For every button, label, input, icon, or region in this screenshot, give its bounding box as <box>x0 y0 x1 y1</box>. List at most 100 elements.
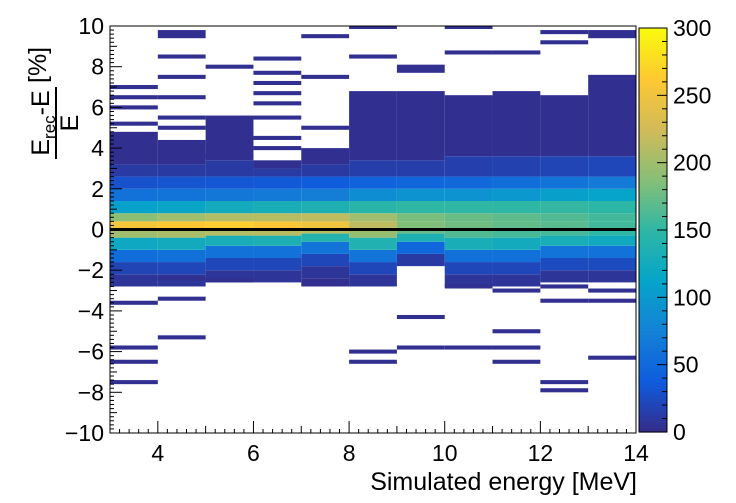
color-scale-segment <box>639 378 667 383</box>
color-scale-segment <box>639 384 667 389</box>
z-tick-label: 200 <box>673 150 711 176</box>
heatmap-cell <box>588 176 636 189</box>
heatmap-cell <box>540 201 589 214</box>
y-tick-label: 0 <box>91 217 104 243</box>
heatmap-cell <box>253 270 302 283</box>
color-scale-segment <box>639 408 667 413</box>
heatmap-cell-outlier <box>349 54 397 59</box>
heatmap-cell-outlier <box>157 115 206 120</box>
color-scale-segment <box>639 357 667 362</box>
color-scale-segment <box>639 307 667 312</box>
z-tick-label: 300 <box>673 15 711 41</box>
heatmap-cell <box>349 188 397 202</box>
color-scale-segment <box>639 374 667 379</box>
heatmap-cell-outlier <box>492 329 541 334</box>
heatmap-cell <box>396 176 445 189</box>
y-tick-label: −8 <box>78 379 104 405</box>
color-scale-segment <box>639 425 667 430</box>
color-scale-segment <box>639 334 667 339</box>
heatmap-cell <box>157 229 206 238</box>
x-tick-label: 8 <box>343 440 356 466</box>
heatmap-cell <box>588 235 636 246</box>
color-scale-segment <box>639 293 667 298</box>
heatmap-cell <box>444 188 493 202</box>
color-scale-segment <box>639 75 667 80</box>
heatmap-cell-outlier <box>301 74 350 79</box>
heatmap-cell <box>253 245 302 258</box>
heatmap-cell <box>540 188 589 202</box>
color-scale-segment <box>639 199 667 204</box>
heatmap-cell <box>349 221 397 230</box>
heatmap-cell <box>492 221 541 230</box>
color-scale-segment <box>639 38 667 43</box>
color-scale-segment <box>639 149 667 154</box>
heatmap-cell <box>444 156 493 177</box>
color-scale-segment <box>639 256 667 261</box>
heatmap-cell <box>588 213 636 222</box>
color-scale-segment <box>639 192 667 197</box>
heatmap-cell <box>110 221 158 230</box>
heatmap-cell <box>349 213 397 222</box>
heatmap-cell-outlier <box>396 314 445 320</box>
heatmap-cell-outlier <box>588 298 636 303</box>
heatmap-cell <box>540 221 589 230</box>
color-scale-segment <box>639 122 667 127</box>
color-scale-segment <box>639 320 667 325</box>
heatmap-cell-outlier <box>540 388 589 393</box>
color-scale-segment <box>639 159 667 164</box>
color-scale-segment <box>639 85 667 90</box>
heatmap-cell <box>588 221 636 230</box>
color-scale-segment <box>639 415 667 420</box>
heatmap-cell <box>349 160 397 177</box>
heatmap-cell <box>253 235 302 246</box>
color-scale-segment <box>639 394 667 399</box>
color-scale-segment <box>639 155 667 160</box>
heatmap-cell <box>444 249 493 263</box>
heatmap-cell <box>492 229 541 238</box>
color-scale-segment <box>639 327 667 332</box>
color-scale-segment <box>639 139 667 144</box>
color-scale-segment <box>639 260 667 265</box>
heatmap-cell-outlier <box>540 380 589 385</box>
y-tick-label: 4 <box>91 135 104 161</box>
y-tick-label: −10 <box>65 420 104 446</box>
color-scale-segment <box>639 347 667 352</box>
color-scale-segment <box>639 411 667 416</box>
color-scale-segment <box>639 280 667 285</box>
color-scale-bar <box>638 27 668 433</box>
heatmap-cell-outlier <box>157 95 206 100</box>
heatmap-cell <box>301 221 350 230</box>
heatmap-cell-outlier <box>588 355 636 360</box>
color-scale-segment <box>639 206 667 211</box>
heatmap-cell <box>253 229 302 236</box>
z-tick-label: 150 <box>673 217 711 243</box>
heatmap-cell-outlier <box>492 288 541 293</box>
heatmap-cell <box>301 241 350 254</box>
heatmap-cell <box>396 221 445 230</box>
heatmap-cell <box>110 262 158 275</box>
color-scale-segment <box>639 273 667 278</box>
z-tick-label: 250 <box>673 82 711 108</box>
heatmap-cell-outlier <box>157 125 206 130</box>
heatmap-cell <box>110 249 158 263</box>
heatmap-cell <box>205 213 254 222</box>
color-scale-segment <box>639 341 667 346</box>
heatmap-cell <box>540 257 589 271</box>
color-scale-segment <box>639 297 667 302</box>
heatmap-cell <box>349 237 397 250</box>
heatmap-cell <box>444 176 493 189</box>
heatmap-cell <box>205 257 254 271</box>
color-scale-segment <box>639 344 667 349</box>
heatmap-cell <box>492 176 541 189</box>
color-scale-segment <box>639 203 667 208</box>
color-scale-segment <box>639 418 667 423</box>
color-scale-segment <box>639 91 667 96</box>
heatmap-cell <box>157 139 206 165</box>
heatmap-cell <box>444 221 493 230</box>
heatmap-cell <box>540 245 589 258</box>
heatmap-cell-outlier <box>253 115 302 120</box>
heatmap-cell-outlier <box>253 135 302 140</box>
color-scale-segment <box>639 216 667 221</box>
heatmap-cell <box>301 229 350 234</box>
color-scale-segment <box>639 314 667 319</box>
